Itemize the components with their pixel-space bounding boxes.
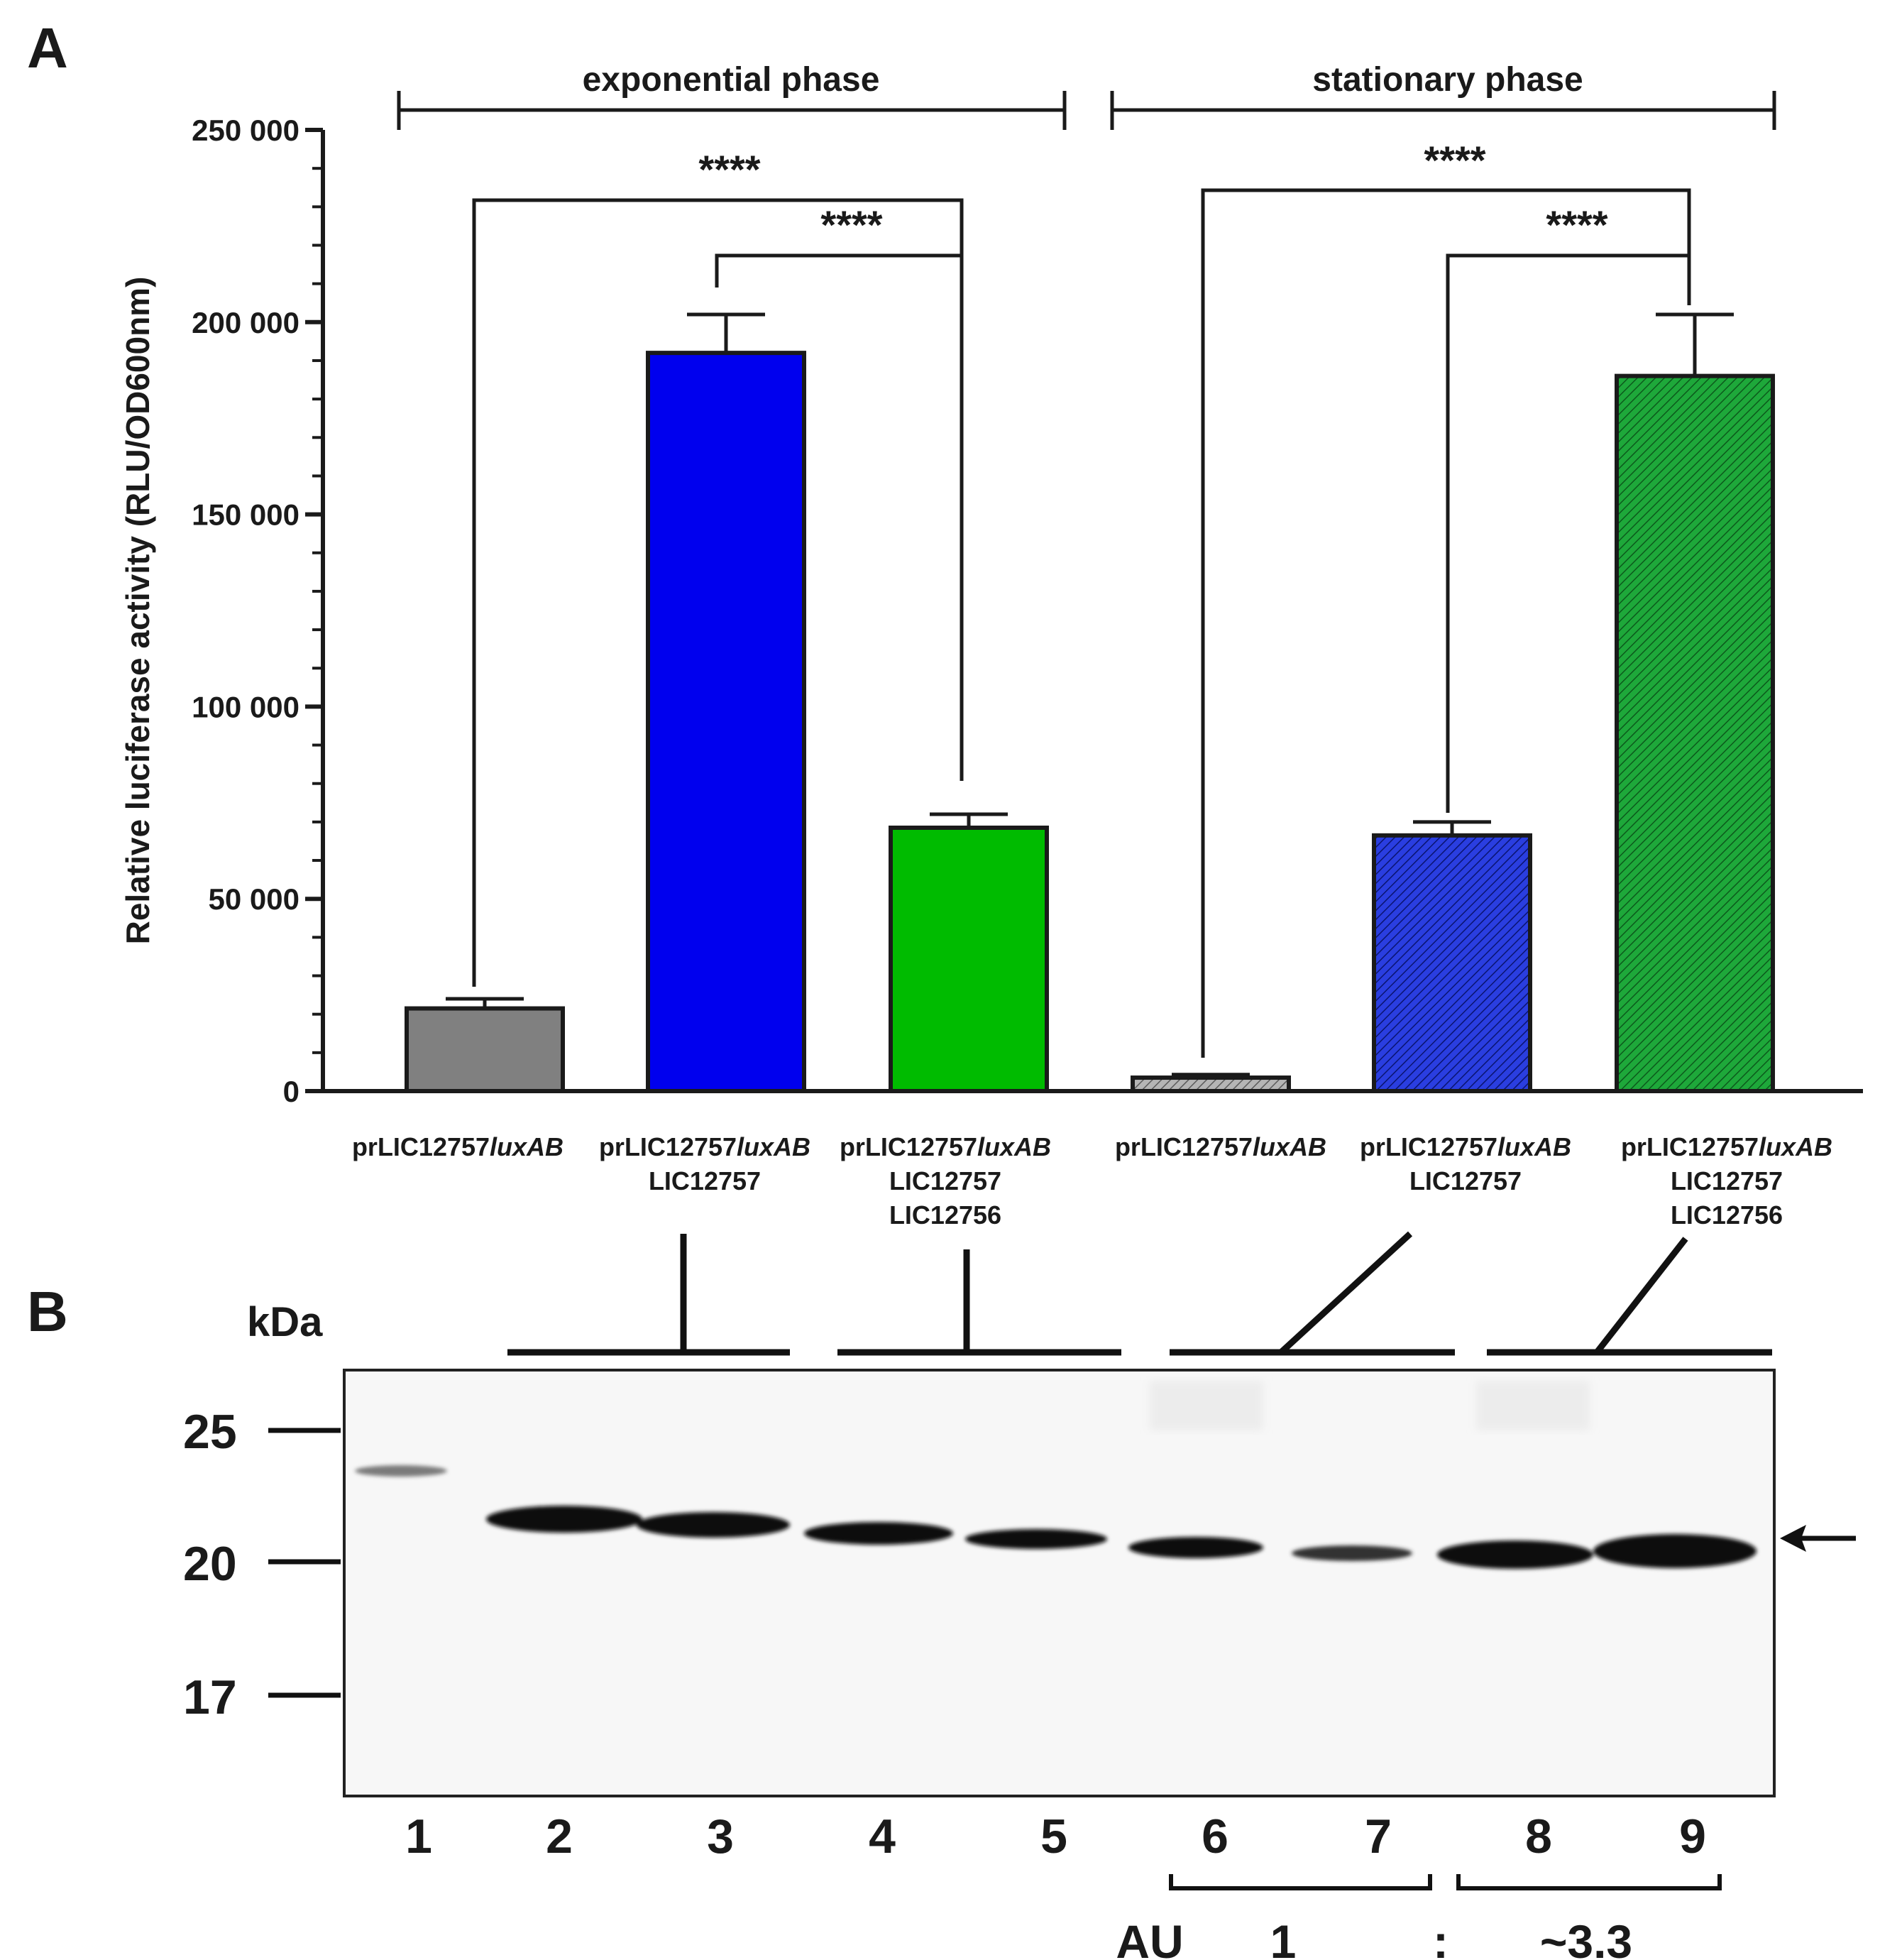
band-lane-2	[486, 1506, 642, 1533]
au-brackets	[1169, 1874, 1722, 1890]
stationary-phase-bracket: stationary phase	[1110, 61, 1776, 130]
western-blot	[343, 1369, 1776, 1797]
significance-bracket	[1201, 188, 1691, 1058]
bar-5	[1372, 833, 1532, 1094]
band-lane-9	[1593, 1534, 1757, 1568]
lane-number: 4	[869, 1810, 896, 1863]
y-tick-label: 200 000	[192, 306, 299, 339]
category-label: prLIC12757luxAB	[599, 1132, 810, 1161]
y-tick-label: 150 000	[192, 498, 299, 532]
lane-connectors	[507, 1231, 1772, 1356]
band-arrow	[1780, 1525, 1856, 1552]
chart-axes: 0 50 000 100 000 150 000 200 000 250 000	[192, 114, 1863, 1108]
y-tick-label: 50 000	[209, 882, 299, 916]
category-label: prLIC12757luxAB	[352, 1132, 564, 1161]
ratio-left: 1	[1270, 1915, 1297, 1960]
lane-number: 9	[1679, 1810, 1706, 1863]
significance-brackets: **** **** **** ****	[472, 138, 1691, 1058]
lane-number: 5	[1040, 1810, 1067, 1863]
significance-bracket	[1446, 253, 1689, 813]
exponential-phase-label: exponential phase	[583, 61, 880, 99]
lane-number: 6	[1202, 1810, 1228, 1863]
y-tick-label: 100 000	[192, 690, 299, 723]
bar-6	[1615, 373, 1775, 1093]
ratio-separator: :	[1433, 1915, 1449, 1960]
category-label-line2: LIC12757	[1671, 1166, 1783, 1195]
au-label: AU	[1116, 1915, 1183, 1960]
significance-stars: ****	[698, 147, 760, 192]
significance-bracket	[715, 253, 962, 288]
marker-17: 17	[183, 1670, 237, 1724]
band-lane-5	[965, 1529, 1107, 1549]
band-lane-8	[1437, 1540, 1593, 1569]
lane-number: 8	[1525, 1810, 1552, 1863]
bar-series	[405, 312, 1775, 1094]
marker-20: 20	[183, 1537, 237, 1591]
lane-number: 7	[1365, 1810, 1392, 1863]
significance-stars: ****	[1424, 138, 1485, 182]
category-label-line2: LIC12757	[649, 1166, 761, 1195]
bar-4	[1131, 1075, 1291, 1093]
category-label-line3: LIC12756	[1671, 1200, 1783, 1230]
significance-bracket	[472, 198, 964, 987]
panel-a-label: A	[27, 16, 68, 80]
y-tick-label: 250 000	[192, 114, 299, 147]
bar-3	[889, 826, 1049, 1094]
y-axis-title: Relative luciferase activity (RLU/OD600n…	[119, 277, 156, 945]
significance-stars: ****	[1546, 202, 1607, 247]
panel-b-label: B	[27, 1280, 68, 1343]
lane-number: 1	[405, 1810, 432, 1863]
lane-numbers: 1 2 3 4 5 6 7 8 9	[405, 1810, 1706, 1863]
exponential-phase-bracket: exponential phase	[397, 61, 1067, 130]
category-label-line3: LIC12756	[889, 1200, 1001, 1230]
bar-2	[646, 351, 806, 1093]
category-label: prLIC12757luxAB	[1115, 1132, 1326, 1161]
bar-1	[405, 1006, 565, 1094]
lane-number: 3	[707, 1810, 734, 1863]
category-label-line2: LIC12757	[1409, 1166, 1522, 1195]
stationary-phase-label: stationary phase	[1312, 61, 1583, 99]
band-lane-3	[637, 1512, 790, 1538]
y-tick-label: 0	[283, 1075, 299, 1108]
category-labels: prLIC12757luxAB prLIC12757luxAB LIC12757 pr…	[352, 1132, 1832, 1230]
category-label: prLIC12757luxAB	[1621, 1132, 1832, 1161]
ratio-right: ~3.3	[1540, 1915, 1632, 1960]
lane-number: 2	[546, 1810, 573, 1863]
band-lane-7	[1292, 1545, 1412, 1561]
kda-label: kDa	[247, 1299, 323, 1345]
band-lane-1	[355, 1465, 447, 1477]
band-lane-4	[804, 1522, 953, 1545]
band-lane-6	[1128, 1537, 1263, 1558]
marker-25: 25	[183, 1405, 237, 1459]
category-label: prLIC12757luxAB	[1360, 1132, 1571, 1161]
significance-stars: ****	[820, 202, 882, 247]
category-label: prLIC12757luxAB	[840, 1132, 1051, 1161]
category-label-line2: LIC12757	[889, 1166, 1001, 1195]
mw-markers: 25 20 17	[183, 1405, 341, 1724]
